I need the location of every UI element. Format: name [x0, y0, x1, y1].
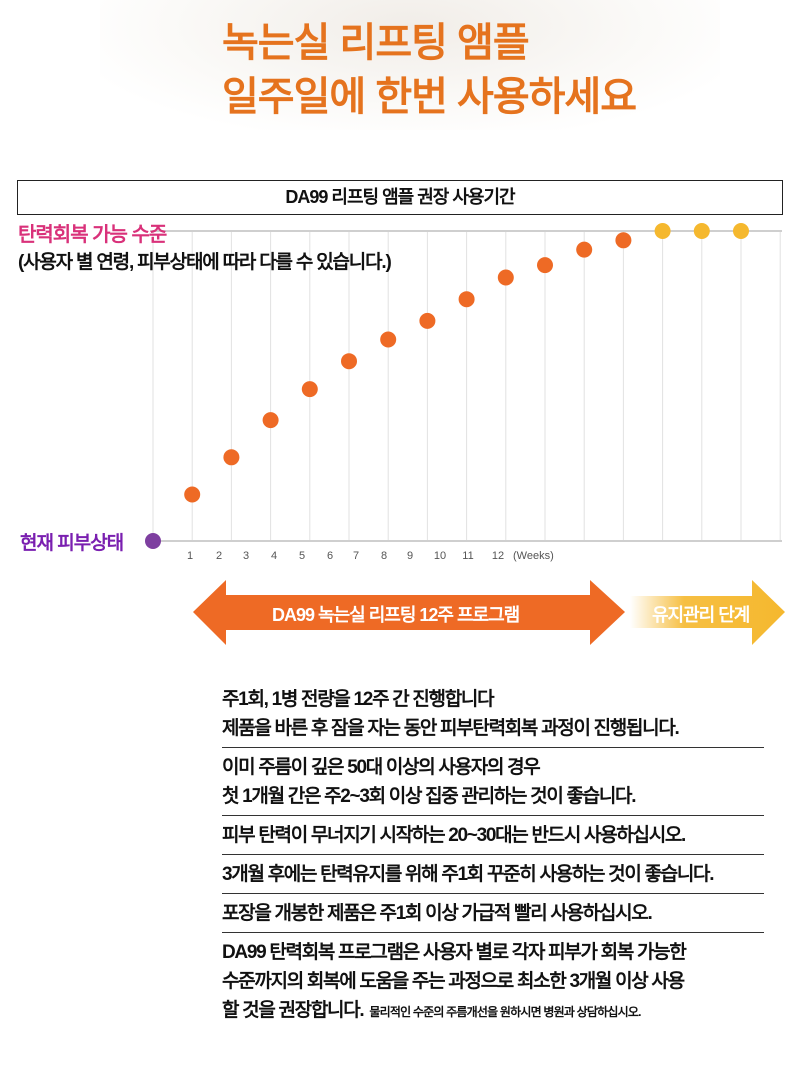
- maintenance-label: 유지관리 단계: [652, 605, 750, 625]
- max-level-label: 탄력회복 가능 수준: [18, 224, 167, 246]
- note-line: 첫 1개월 간은 주2~3회 이상 집중 관리하는 것이 좋습니다.: [222, 786, 636, 807]
- current-state-label: 현재 피부상태: [20, 533, 124, 554]
- x-tick-label: 3: [243, 550, 249, 562]
- x-tick-label: 2: [216, 550, 222, 562]
- note-line: 수준까지의 회복에 도움을 주는 과정으로 최소한 3개월 이상 사용: [222, 971, 685, 992]
- data-point: [576, 241, 593, 258]
- maintenance-arrow: [630, 580, 785, 645]
- note-line: 제품을 바른 후 잠을 자는 동안 피부탄력회복 과정이 진행됩니다.: [222, 718, 680, 739]
- x-tick-label: 10: [434, 550, 446, 562]
- data-point: [301, 381, 318, 398]
- x-tick-label: 5: [299, 550, 305, 562]
- data-point: [497, 269, 514, 286]
- note-group: 포장을 개봉한 제품은 주1회 이상 가급적 빨리 사용하십시오.: [222, 894, 764, 933]
- program-label: DA99 녹는실 리프팅 12주 프로그램: [272, 605, 520, 625]
- note-group: 이미 주름이 깊은 50대 이상의 사용자의 경우 첫 1개월 간은 주2~3회…: [222, 748, 764, 816]
- data-point: [654, 223, 671, 239]
- data-point: [537, 257, 553, 274]
- x-tick-label: 6: [327, 550, 333, 562]
- x-tick-label: 8: [381, 550, 387, 562]
- chart-title: DA99 리프팅 앰플 권장 사용기간: [17, 180, 783, 215]
- note-line: DA99 탄력회복 프로그램은 사용자 별로 각자 피부가 회복 가능한: [222, 942, 687, 963]
- headline-line-2: 일주일에 한번 사용하세요: [222, 75, 637, 119]
- x-tick-label: 1: [187, 550, 193, 562]
- note-line: 피부 탄력이 무너지기 시작하는 20~30대는 반드시 사용하십시오.: [222, 825, 686, 846]
- x-tick-label: 9: [407, 550, 413, 562]
- data-point: [380, 331, 397, 348]
- data-point: [341, 353, 357, 370]
- note-line: 3개월 후에는 탄력유지를 위해 주1회 꾸준히 사용하는 것이 좋습니다.: [222, 864, 715, 885]
- data-point: [615, 232, 632, 249]
- note-group: DA99 탄력회복 프로그램은 사용자 별로 각자 피부가 회복 가능한 수준까…: [222, 933, 764, 1031]
- note-group: 3개월 후에는 탄력유지를 위해 주1회 꾸준히 사용하는 것이 좋습니다.: [222, 855, 764, 894]
- data-point: [184, 486, 201, 503]
- program-arrow: [193, 580, 625, 645]
- data-point: [733, 223, 749, 239]
- data-point: [693, 223, 710, 239]
- data-point: [223, 449, 240, 466]
- max-level-note: (사용자 별 연령, 피부상태에 따라 다를 수 있습니다.): [18, 252, 392, 273]
- x-tick-label: 4: [271, 550, 277, 562]
- note-line: 할 것을 권장합니다. 물리적인 수준의 주름개선을 원하시면 병원과 상담하십시…: [222, 996, 764, 1027]
- note-line: 주1회, 1병 전량을 12주 간 진행합니다: [222, 689, 495, 710]
- note-line: 이미 주름이 깊은 50대 이상의 사용자의 경우: [222, 757, 541, 778]
- note-group: 주1회, 1병 전량을 12주 간 진행합니다 제품을 바른 후 잠을 자는 동…: [222, 680, 764, 748]
- x-axis-unit-label: (Weeks): [513, 550, 554, 562]
- start-point: [145, 533, 161, 549]
- x-tick-label: 12: [492, 550, 504, 562]
- product-image-background: [100, 0, 720, 130]
- data-point: [262, 412, 279, 429]
- x-tick-label: 11: [462, 550, 473, 562]
- note-small-text: 물리적인 수준의 주름개선을 원하시면 병원과 상담하십시오.: [369, 1005, 641, 1019]
- usage-notes: 주1회, 1병 전량을 12주 간 진행합니다 제품을 바른 후 잠을 자는 동…: [222, 680, 764, 1031]
- note-line: 포장을 개봉한 제품은 주1회 이상 가급적 빨리 사용하십시오.: [222, 903, 653, 924]
- x-tick-label: 7: [353, 550, 359, 562]
- note-group: 피부 탄력이 무너지기 시작하는 20~30대는 반드시 사용하십시오.: [222, 816, 764, 855]
- chart-plot: 1 2 3 4 5 6 7 8 9 10 11 12 (Weeks): [145, 223, 785, 645]
- data-point: [419, 312, 436, 329]
- data-point: [458, 291, 475, 308]
- note-text: 할 것을 권장합니다.: [222, 1000, 365, 1021]
- headline-line-1: 녹는실 리프팅 앰플: [222, 21, 530, 65]
